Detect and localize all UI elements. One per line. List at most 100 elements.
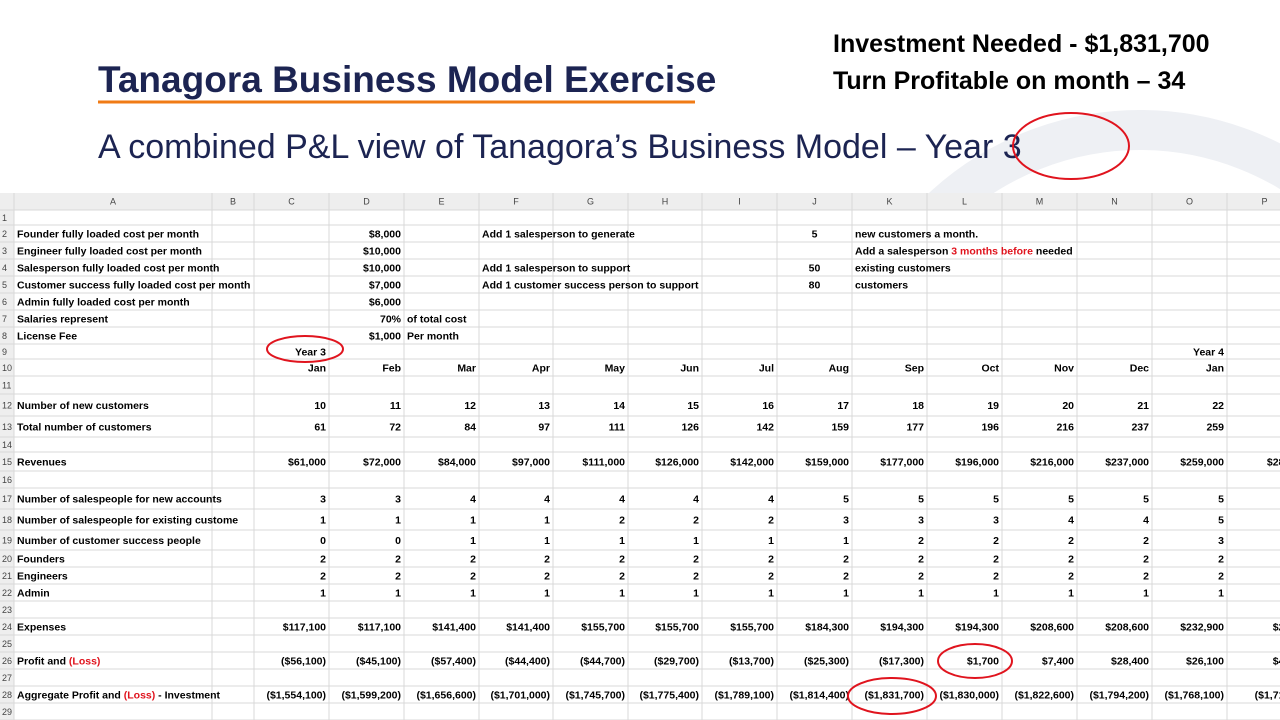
cell: $194,300 <box>955 621 999 633</box>
cell: Admin fully loaded cost per month <box>17 296 190 308</box>
cell: 237 <box>1131 421 1149 433</box>
cell: Dec <box>1130 362 1149 374</box>
cell: new customers a month. <box>855 228 978 240</box>
row-number: 25 <box>2 639 12 649</box>
cell: 1 <box>619 535 625 547</box>
cell: 2 <box>1068 553 1074 565</box>
cell: 84 <box>464 421 476 433</box>
cell: 2 <box>1218 553 1224 565</box>
cell: 4 <box>470 493 476 505</box>
cell: 2 <box>470 570 476 582</box>
cell: 196 <box>981 421 999 433</box>
cell: ($1,719,0 <box>1255 689 1280 701</box>
row-number: 8 <box>2 331 7 341</box>
cell: $141,400 <box>432 621 476 633</box>
cell: 1 <box>1218 587 1224 599</box>
cell: 70% <box>380 313 402 325</box>
highlight-circle <box>847 677 937 715</box>
column-header: D <box>363 196 370 206</box>
cell: 1 <box>619 587 625 599</box>
cell: ($56,100) <box>281 655 326 667</box>
cell: 142 <box>756 421 774 433</box>
cell: 2 <box>544 553 550 565</box>
cell: Sep <box>905 362 924 374</box>
row-number: 14 <box>2 440 12 450</box>
cell: 1 <box>843 535 849 547</box>
cell: 1 <box>768 535 774 547</box>
cell: $194,300 <box>880 621 924 633</box>
cell: $155,700 <box>730 621 774 633</box>
cell: 80 <box>809 279 821 291</box>
cell: ($25,300) <box>804 655 849 667</box>
cell: 2 <box>1143 570 1149 582</box>
cell: Number of salespeople for existing custo… <box>17 514 238 526</box>
row-number: 16 <box>2 475 12 485</box>
row-number: 28 <box>2 690 12 700</box>
cell: ($1,701,000) <box>490 689 550 701</box>
cell: $84,000 <box>438 456 476 468</box>
cell: 1 <box>470 535 476 547</box>
cell: ($57,400) <box>431 655 476 667</box>
cell: $117,100 <box>358 621 401 633</box>
column-header-bg <box>0 193 1280 210</box>
cell: 2 <box>619 514 625 526</box>
cell: Number of customer success people <box>17 535 201 547</box>
highlight-circle <box>1012 112 1130 180</box>
row-number: 22 <box>2 588 12 598</box>
column-header: G <box>587 196 594 206</box>
cell: 2 <box>395 570 401 582</box>
cell: Salesperson fully loaded cost per month <box>17 262 219 274</box>
sheet-bg <box>0 193 1280 720</box>
cell: 2 <box>544 570 550 582</box>
cell: $155,700 <box>655 621 699 633</box>
cell: $49,3 <box>1273 655 1280 667</box>
cell: 5 <box>918 493 924 505</box>
row-number: 6 <box>2 297 7 307</box>
cell: 20 <box>1062 400 1074 412</box>
cell: 5 <box>843 493 849 505</box>
column-header: B <box>230 196 236 206</box>
cell: 3 <box>993 514 999 526</box>
cell: Admin <box>17 587 50 599</box>
cell: $7,000 <box>369 279 401 291</box>
cell: $208,600 <box>1030 621 1074 633</box>
cell: 2 <box>843 570 849 582</box>
cell: Add 1 customer success person to support <box>482 279 699 291</box>
cell: Add 1 salesperson to support <box>482 262 631 274</box>
cell: 5 <box>1218 514 1224 526</box>
cell: Year 3 <box>295 346 326 358</box>
cell: $142,000 <box>730 456 774 468</box>
cell: 5 <box>1143 493 1149 505</box>
cell: 4 <box>544 493 550 505</box>
cell: $177,000 <box>880 456 924 468</box>
row-number: 20 <box>2 554 12 564</box>
cell: Total number of customers <box>17 421 152 433</box>
cell: ($29,700) <box>654 655 699 667</box>
cell: 177 <box>906 421 924 433</box>
cell: 4 <box>619 493 625 505</box>
cell: 2 <box>1143 535 1149 547</box>
cell: 0 <box>320 535 326 547</box>
cell: $61,000 <box>288 456 326 468</box>
row-number: 1 <box>2 213 7 223</box>
cell: $259,000 <box>1180 456 1224 468</box>
cell: Aug <box>829 362 849 374</box>
cell: 61 <box>314 421 326 433</box>
cell-part: Aggregate Profit and <box>17 689 124 701</box>
cell: Founder fully loaded cost per month <box>17 228 199 240</box>
cell: May <box>605 362 626 374</box>
column-header: K <box>886 196 892 206</box>
cell: ($17,300) <box>879 655 924 667</box>
cell: 2 <box>918 535 924 547</box>
cell: Oct <box>981 362 999 374</box>
cell: 1 <box>395 587 401 599</box>
cell: Revenues <box>17 456 67 468</box>
cell: 4 <box>1068 514 1074 526</box>
subtitle-text: A combined P&L view of Tanagora’s Busine… <box>98 128 925 166</box>
cell: Expenses <box>17 621 66 633</box>
cell: 50 <box>809 262 821 274</box>
cell: Jan <box>308 362 326 374</box>
cell: 2 <box>768 553 774 565</box>
cell: ($1,768,100) <box>1164 689 1224 701</box>
